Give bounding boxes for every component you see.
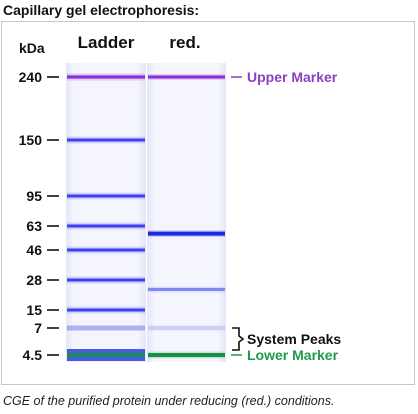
ladder-band bbox=[67, 278, 145, 282]
figure-caption: CGE of the purified protein under reduci… bbox=[3, 394, 335, 408]
kda-tick-label: 240 bbox=[19, 69, 43, 85]
system-peaks-label: System Peaks bbox=[247, 331, 341, 347]
lane-red bbox=[147, 63, 226, 362]
kda-tick-label: 150 bbox=[19, 132, 43, 148]
ladder-band bbox=[67, 308, 145, 312]
lane-label-ladder: Ladder bbox=[78, 33, 135, 52]
ladder-bands bbox=[67, 73, 145, 361]
ladder-band bbox=[67, 248, 145, 252]
ladder-band bbox=[67, 194, 145, 198]
ladder-band bbox=[67, 75, 145, 79]
sample-band-lower-marker bbox=[148, 353, 225, 357]
unit-label: kDa bbox=[19, 40, 45, 56]
lane-ladder bbox=[66, 63, 146, 362]
kda-axis: 240 150 95 63 46 28 15 7 4.5 bbox=[19, 69, 59, 363]
kda-tick-label: 46 bbox=[26, 242, 42, 258]
lane-label-red: red. bbox=[169, 33, 200, 52]
kda-tick-label: 15 bbox=[26, 302, 42, 318]
ladder-band bbox=[67, 224, 145, 228]
kda-tick-label: 95 bbox=[26, 188, 42, 204]
ladder-band bbox=[67, 353, 145, 357]
sample-band-system-peak bbox=[148, 326, 225, 330]
upper-marker-label: Upper Marker bbox=[247, 69, 338, 85]
kda-tick-label: 4.5 bbox=[23, 347, 43, 363]
system-peaks-bracket bbox=[232, 327, 245, 351]
figure-frame: kDa Ladder red. 240 150 95 63 46 28 15 7 4.5 Upp… bbox=[1, 21, 415, 385]
kda-tick-label: 7 bbox=[34, 320, 42, 336]
kda-tick-label: 28 bbox=[26, 272, 42, 288]
lower-marker-label: Lower Marker bbox=[247, 347, 339, 363]
kda-tick-label: 63 bbox=[26, 218, 42, 234]
sample-band-upper-marker bbox=[148, 75, 225, 79]
figure-title: Capillary gel electrophoresis: bbox=[3, 2, 200, 18]
ladder-band bbox=[67, 138, 145, 142]
gel-image: kDa Ladder red. 240 150 95 63 46 28 15 7 4.5 Upp… bbox=[19, 33, 342, 363]
sample-band-protein bbox=[148, 287, 225, 291]
sample-band-protein bbox=[148, 231, 225, 236]
sample-bands bbox=[148, 74, 225, 359]
ladder-band bbox=[67, 325, 145, 331]
